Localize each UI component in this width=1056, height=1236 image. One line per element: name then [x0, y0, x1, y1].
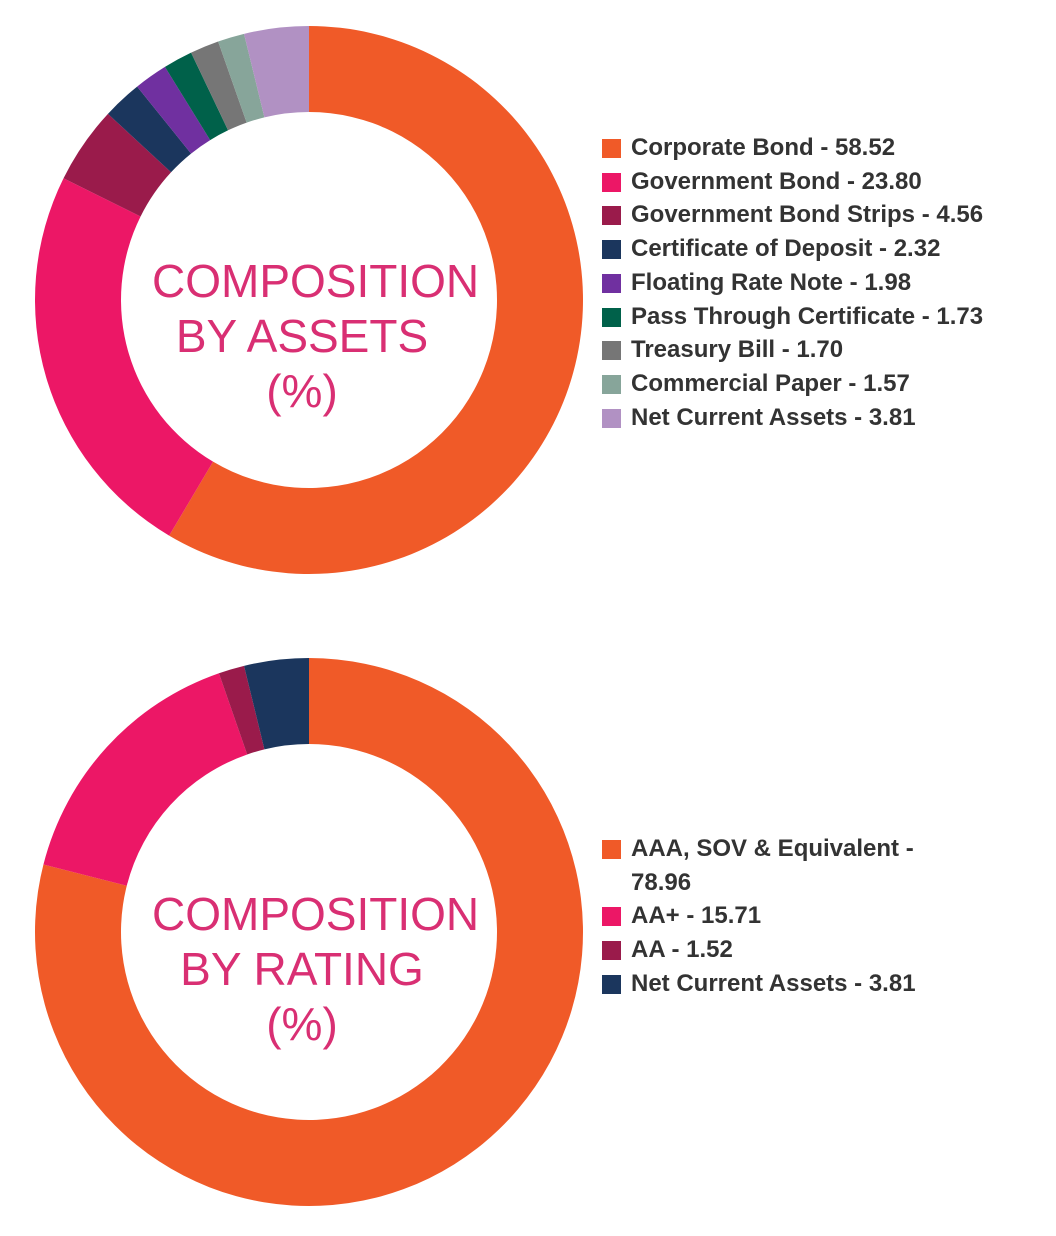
- legend-swatch: [602, 307, 621, 327]
- assets-slice-treasury-bill: [191, 41, 247, 131]
- legend-swatch: [602, 273, 621, 293]
- legend-label: AA - 1.52: [631, 936, 733, 964]
- legend-label: AAA, SOV & Equivalent - 78.96: [631, 835, 914, 896]
- assets-chart-panel: COMPOSITION BY ASSETS (%) Corporate Bond…: [0, 0, 1056, 600]
- assets-slice-certificate-of-deposit: [107, 86, 192, 173]
- assets-legend-item-government-bond: Government Bond - 23.80: [602, 165, 983, 199]
- rating-title-line-3: (%): [266, 998, 338, 1050]
- rating-slice-aa: [43, 673, 248, 886]
- assets-legend-item-commercial-paper: Commercial Paper - 1.57: [602, 367, 983, 401]
- assets-slice-corporate-bond: [169, 26, 583, 574]
- assets-legend-item-government-bond-strips: Government Bond Strips - 4.56: [602, 198, 983, 232]
- assets-legend-item-net-current-assets: Net Current Assets - 3.81: [602, 401, 983, 435]
- assets-legend-item-floating-rate-note: Floating Rate Note - 1.98: [602, 266, 983, 300]
- assets-legend: Corporate Bond - 58.52 Government Bond - …: [602, 131, 983, 434]
- rating-legend-item-aa: AA+ - 15.71: [602, 899, 916, 933]
- legend-label: Certificate of Deposit - 2.32: [631, 235, 941, 263]
- legend-swatch: [602, 374, 621, 394]
- legend-swatch: [602, 974, 621, 994]
- legend-swatch: [602, 240, 621, 260]
- legend-label: Treasury Bill - 1.70: [631, 336, 844, 364]
- rating-chart-panel: COMPOSITION BY RATING (%) AAA, SOV & Equ…: [0, 620, 1056, 1236]
- legend-label: Net Current Assets - 3.81: [631, 403, 916, 431]
- assets-slice-pass-through-certificate: [164, 52, 229, 141]
- rating-slice-net-current-assets: [244, 658, 309, 750]
- rating-legend-item-aaa-sov-equivalent: AAA, SOV & Equivalent - 78.96: [602, 832, 916, 899]
- assets-title-line-3: (%): [266, 365, 338, 417]
- rating-chart-title: COMPOSITION BY RATING (%): [152, 887, 480, 1052]
- assets-legend-item-pass-through-certificate: Pass Through Certificate - 1.73: [602, 300, 983, 334]
- legend-label: Government Bond Strips - 4.56: [631, 201, 984, 229]
- rating-legend-item-net-current-assets: Net Current Assets - 3.81: [602, 967, 916, 1001]
- legend-label: AA+ - 15.71: [631, 902, 762, 930]
- rating-title-line-1: COMPOSITION: [152, 888, 480, 940]
- legend-label: Corporate Bond - 58.52: [631, 134, 896, 161]
- legend-swatch: [602, 408, 621, 428]
- assets-slice-government-bond-strips: [63, 113, 172, 217]
- assets-title-line-1: COMPOSITION: [152, 255, 480, 307]
- legend-swatch: [602, 840, 621, 859]
- legend-swatch: [602, 172, 621, 192]
- assets-legend-item-certificate-of-deposit: Certificate of Deposit - 2.32: [602, 232, 983, 266]
- legend-swatch: [602, 139, 621, 158]
- assets-title-line-2: BY ASSETS: [175, 310, 429, 362]
- legend-label: Net Current Assets - 3.81: [631, 969, 916, 997]
- rating-title-line-2: BY RATING: [180, 943, 424, 995]
- legend-swatch: [602, 206, 621, 226]
- rating-slice-aa: [218, 665, 265, 755]
- legend-label: Commercial Paper - 1.57: [631, 369, 910, 397]
- legend-label: Pass Through Certificate - 1.73: [631, 302, 984, 330]
- legend-swatch: [602, 941, 621, 961]
- rating-legend: AAA, SOV & Equivalent - 78.96 AA+ - 15.71…: [602, 832, 916, 1001]
- rating-donut-chart: [35, 658, 584, 1206]
- assets-slice-floating-rate-note: [137, 66, 211, 154]
- assets-slice-commercial-paper: [218, 33, 265, 123]
- rating-legend-item-aa: AA - 1.52: [602, 933, 916, 967]
- assets-slice-government-bond: [35, 178, 214, 536]
- assets-legend-item-corporate-bond: Corporate Bond - 58.52: [602, 131, 983, 165]
- legend-swatch: [602, 341, 621, 361]
- assets-legend-item-treasury-bill: Treasury Bill - 1.70: [602, 333, 983, 367]
- legend-label: Floating Rate Note - 1.98: [631, 268, 912, 296]
- assets-donut-chart: [35, 26, 583, 574]
- rating-slice-aaa-sov-equivalent: [35, 658, 584, 1206]
- legend-label: Government Bond - 23.80: [631, 167, 922, 195]
- legend-swatch: [602, 907, 621, 927]
- assets-slice-net-current-assets: [244, 26, 309, 118]
- assets-chart-title: COMPOSITION BY ASSETS (%): [152, 254, 480, 419]
